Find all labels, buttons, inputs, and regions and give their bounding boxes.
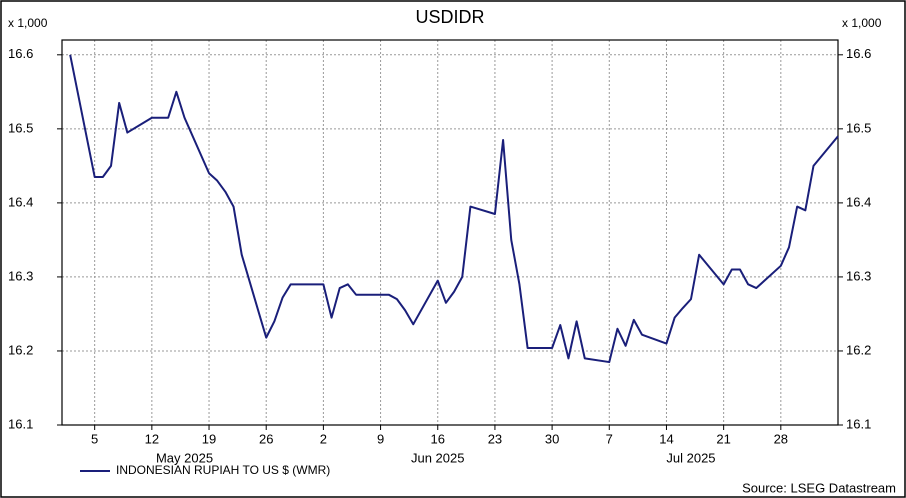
chart-title: USDIDR bbox=[415, 7, 484, 27]
x-tick-label: 21 bbox=[716, 431, 730, 446]
source: Source: LSEG Datastream bbox=[742, 480, 896, 495]
x-tick-label: 28 bbox=[774, 431, 788, 446]
y-tick-label-right: 16.3 bbox=[846, 268, 871, 283]
x-tick-label: 5 bbox=[91, 431, 98, 446]
y-tick-label-right: 16.5 bbox=[846, 120, 871, 135]
legend-label: INDONESIAN RUPIAH TO US $ (WMR) bbox=[116, 463, 330, 477]
x-tick-label: 12 bbox=[145, 431, 159, 446]
x-tick-label: 2 bbox=[320, 431, 327, 446]
series-line bbox=[69, 54, 839, 364]
y-tick-label: 16.6 bbox=[8, 46, 33, 61]
y-tick-label-right: 16.4 bbox=[846, 194, 871, 209]
x-tick-label: 30 bbox=[545, 431, 559, 446]
x-tick-label: 14 bbox=[659, 431, 673, 446]
y-unit-right: x 1,000 bbox=[842, 16, 882, 30]
y-tick-label: 16.4 bbox=[8, 194, 33, 209]
y-tick-label: 16.1 bbox=[8, 416, 33, 431]
month-label: Jul 2025 bbox=[666, 450, 715, 465]
plot-frame bbox=[61, 39, 839, 426]
y-unit-left: x 1,000 bbox=[8, 16, 48, 30]
x-tick-label: 9 bbox=[377, 431, 384, 446]
y-tick-label-right: 16.6 bbox=[846, 46, 871, 61]
y-tick-label: 16.2 bbox=[8, 342, 33, 357]
y-tick-label-right: 16.1 bbox=[846, 416, 871, 431]
month-label: May 2025 bbox=[156, 450, 213, 465]
x-tick-label: 19 bbox=[202, 431, 216, 446]
x-tick-label: 7 bbox=[606, 431, 613, 446]
month-label: Jun 2025 bbox=[411, 450, 465, 465]
x-tick-label: 26 bbox=[259, 431, 273, 446]
x-tick-label: 16 bbox=[431, 431, 445, 446]
y-tick-label: 16.5 bbox=[8, 120, 33, 135]
y-tick-label: 16.3 bbox=[8, 268, 33, 283]
x-tick-label: 23 bbox=[488, 431, 502, 446]
y-tick-label-right: 16.2 bbox=[846, 342, 871, 357]
